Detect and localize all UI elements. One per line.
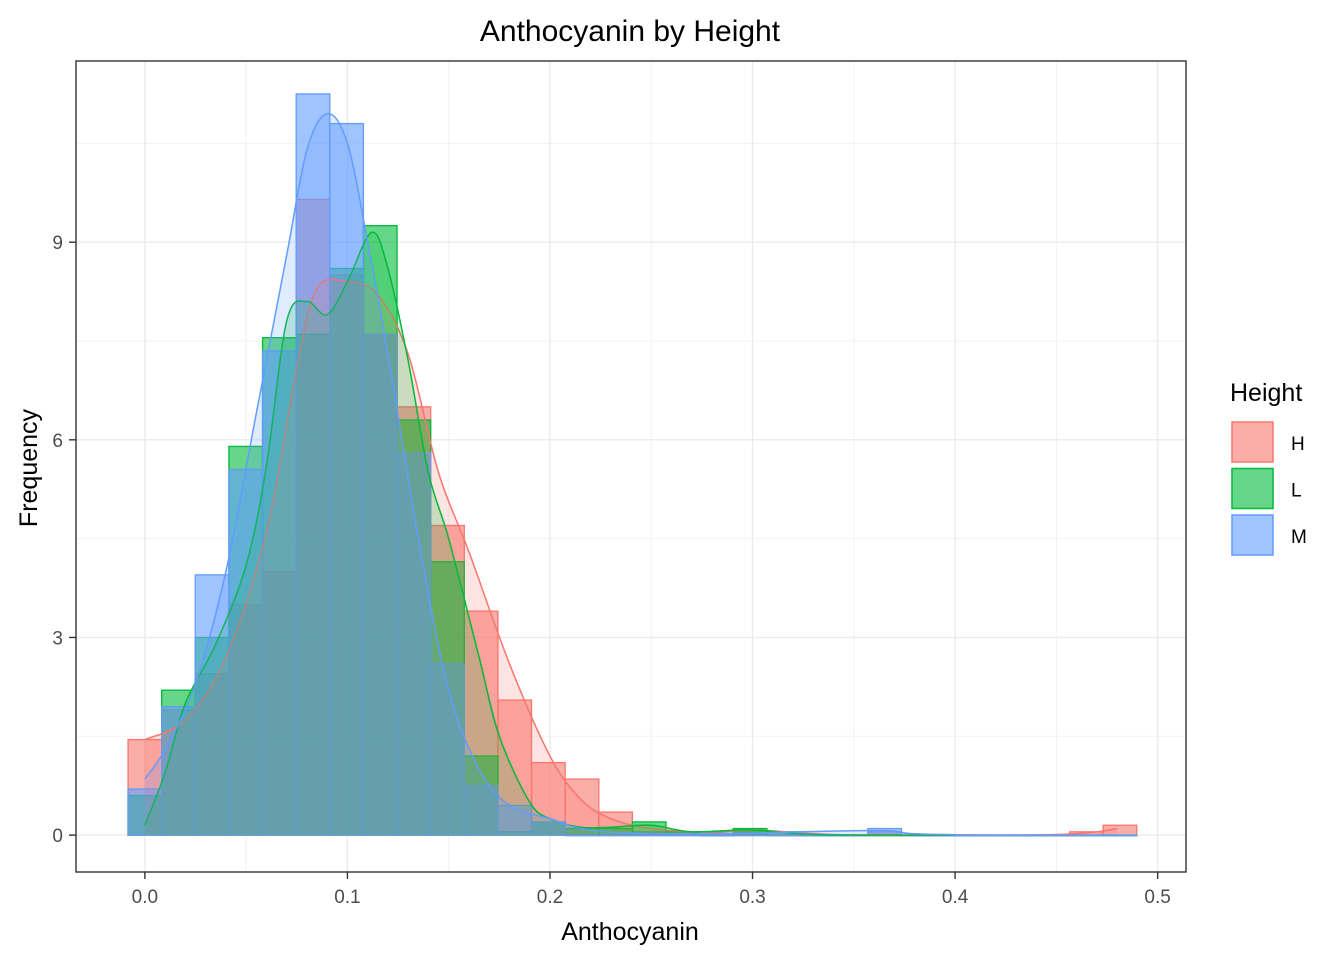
density-area-M xyxy=(144,113,1118,836)
x-tick-label: 0.3 xyxy=(739,887,765,908)
x-tick-label: 0.2 xyxy=(537,887,563,908)
bar-M-14 xyxy=(598,834,634,837)
bar-M-10 xyxy=(463,785,499,836)
bar-M-11 xyxy=(497,804,533,836)
legend-label-M: M xyxy=(1291,527,1307,548)
legend-title: Height xyxy=(1230,379,1302,407)
x-tick-label: 0.5 xyxy=(1144,887,1170,908)
density-line-L xyxy=(144,231,956,836)
bar-M-19 xyxy=(766,834,802,837)
legend: Height H L M xyxy=(1230,379,1307,556)
y-axis-title: Frequency xyxy=(15,408,43,527)
density-curves xyxy=(144,112,1118,836)
bar-M-0 xyxy=(127,788,163,836)
bar-M-18 xyxy=(732,834,768,837)
density-area-L xyxy=(144,232,956,836)
legend-key-H xyxy=(1231,421,1274,463)
plot-panel-border xyxy=(75,60,1187,873)
legend-key-L xyxy=(1231,467,1274,510)
y-tick-label: 0 xyxy=(52,826,63,847)
bar-M-15 xyxy=(631,834,667,837)
axes: 0.0 0.1 0.2 0.3 0.4 0.5 0 3 6 9 xyxy=(52,233,1170,908)
bar-M-17 xyxy=(699,834,734,837)
legend-items: H L M xyxy=(1231,421,1307,556)
bar-M-12 xyxy=(530,821,566,836)
x-axis-title: Anthocyanin xyxy=(561,918,699,946)
bar-M-16 xyxy=(665,834,701,837)
bar-M-5 xyxy=(295,93,331,836)
x-tick-label: 0.4 xyxy=(942,887,969,908)
y-tick-label: 9 xyxy=(52,233,63,254)
legend-key-M xyxy=(1231,514,1274,556)
bar-M-13 xyxy=(564,834,600,837)
x-tick-label: 0.0 xyxy=(132,887,158,908)
histogram-bars xyxy=(127,93,1138,837)
chart-title: Anthocyanin by Height xyxy=(480,15,781,48)
bar-M-2 xyxy=(194,574,230,836)
series-bars-M xyxy=(127,93,1138,837)
density-area-H xyxy=(144,279,1118,836)
bar-M-9 xyxy=(430,663,465,836)
density-line-M xyxy=(144,112,1118,836)
y-tick-label: 6 xyxy=(52,431,63,452)
bar-M-7 xyxy=(362,333,398,836)
bar-M-4 xyxy=(261,350,297,836)
bar-M-6 xyxy=(329,122,365,836)
x-tick-label: 0.1 xyxy=(334,887,360,908)
legend-label-H: H xyxy=(1291,434,1305,455)
y-tick-label: 3 xyxy=(52,628,63,649)
legend-label-L: L xyxy=(1291,481,1302,502)
